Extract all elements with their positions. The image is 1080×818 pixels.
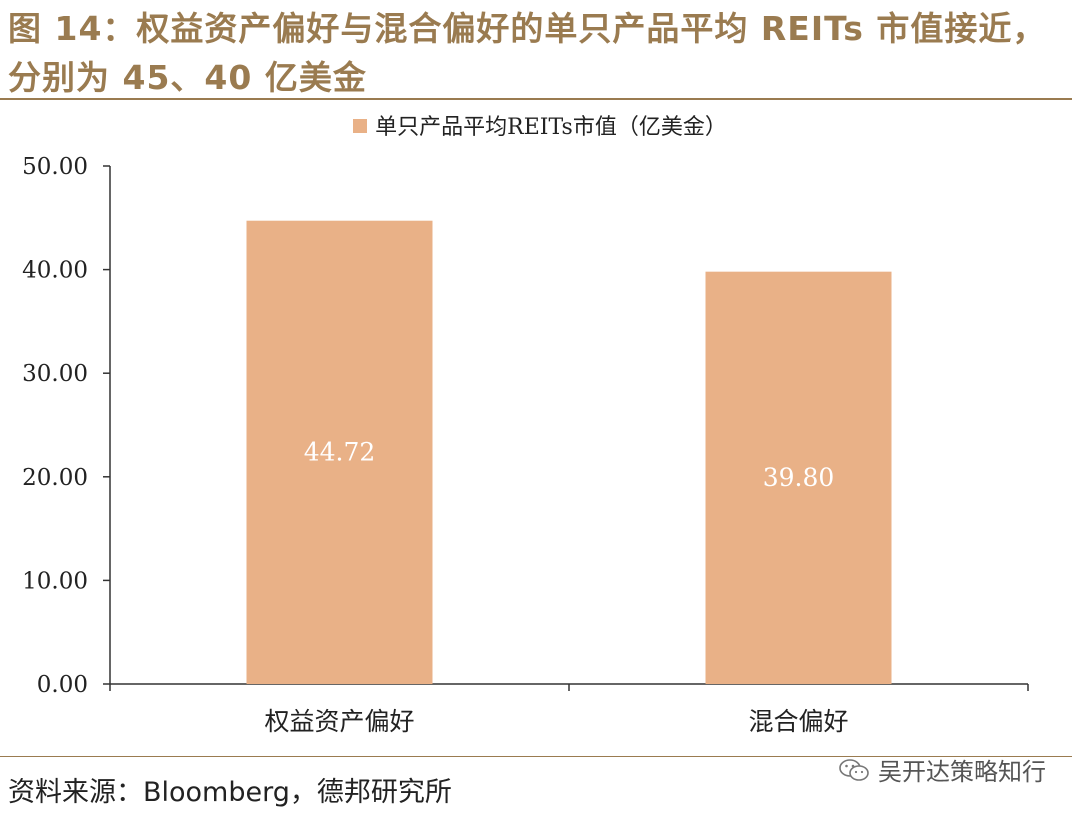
legend-swatch (353, 119, 368, 133)
chart-title: 图 14：权益资产偏好与混合偏好的单只产品平均 REITs 市值接近，分别为 4… (8, 9, 1047, 97)
legend: 单只产品平均REITs市值（亿美金） (0, 108, 1080, 148)
y-tick-label: 20.00 (22, 465, 88, 491)
title-divider (0, 98, 1072, 100)
watermark: 吴开达策略知行 (838, 752, 1046, 787)
y-tick-label: 30.00 (22, 361, 88, 387)
y-tick-label: 0.00 (37, 672, 88, 698)
y-tick-label: 50.00 (22, 154, 88, 180)
y-tick-label: 40.00 (22, 258, 88, 284)
watermark-text: 吴开达策略知行 (878, 758, 1046, 786)
category-label: 权益资产偏好 (264, 707, 414, 736)
wechat-icon (839, 758, 869, 781)
source-divider (0, 756, 1072, 757)
data-label: 44.72 (304, 437, 376, 466)
data-label: 39.80 (763, 463, 835, 492)
category-label: 混合偏好 (748, 707, 848, 736)
bar (246, 220, 433, 684)
source-note: 资料来源：Bloomberg，德邦研究所 (8, 777, 452, 808)
legend-label: 单只产品平均REITs市值（亿美金） (375, 115, 727, 140)
bar (705, 271, 892, 684)
y-tick-label: 10.00 (22, 568, 88, 594)
